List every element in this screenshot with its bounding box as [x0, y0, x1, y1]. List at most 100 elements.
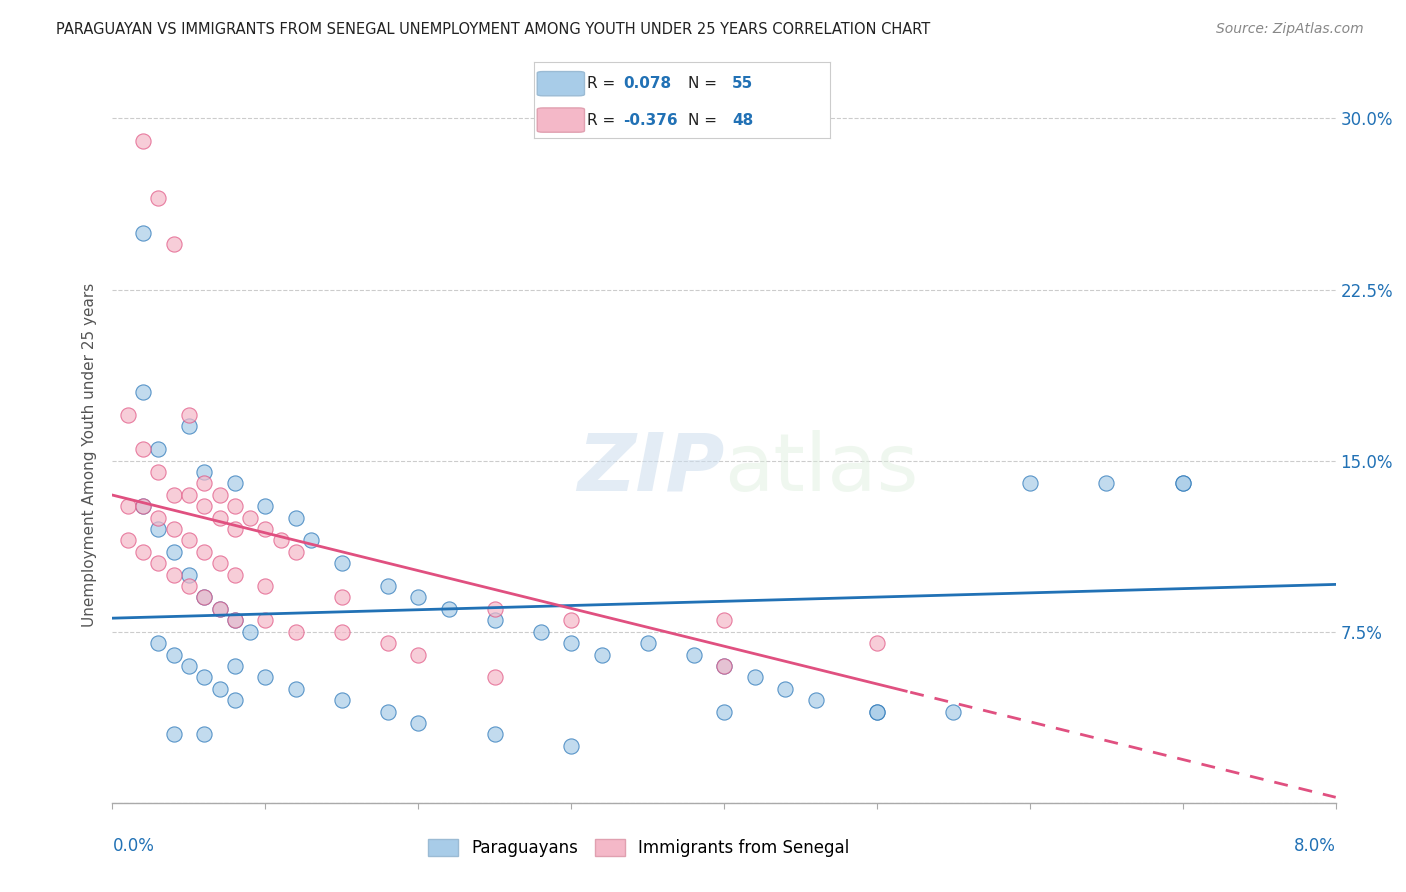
Point: [484, 727, 506, 741]
Point: [804, 693, 827, 707]
Text: Source: ZipAtlas.com: Source: ZipAtlas.com: [1216, 22, 1364, 37]
Point: [132, 226, 155, 240]
Point: [713, 613, 735, 627]
Text: -0.376: -0.376: [623, 112, 678, 128]
Point: [560, 739, 582, 753]
Point: [377, 579, 399, 593]
Point: [484, 670, 506, 684]
Point: [484, 613, 506, 627]
Point: [408, 715, 430, 730]
Text: PARAGUAYAN VS IMMIGRANTS FROM SENEGAL UNEMPLOYMENT AMONG YOUTH UNDER 25 YEARS CO: PARAGUAYAN VS IMMIGRANTS FROM SENEGAL UN…: [56, 22, 931, 37]
Point: [132, 500, 155, 514]
Point: [408, 591, 430, 605]
Point: [224, 613, 246, 627]
Point: [148, 636, 170, 650]
Point: [284, 510, 308, 524]
Point: [117, 533, 139, 548]
Point: [163, 236, 186, 251]
Text: R =: R =: [588, 112, 620, 128]
Point: [1095, 476, 1118, 491]
Point: [193, 727, 215, 741]
FancyBboxPatch shape: [537, 108, 585, 132]
Text: 0.0%: 0.0%: [112, 837, 155, 855]
Point: [193, 670, 215, 684]
Point: [239, 624, 262, 639]
Point: [148, 510, 170, 524]
Point: [330, 591, 353, 605]
Point: [866, 636, 889, 650]
Point: [224, 567, 246, 582]
Point: [284, 545, 308, 559]
Point: [193, 545, 215, 559]
Point: [163, 545, 186, 559]
Point: [377, 705, 399, 719]
Point: [1171, 476, 1194, 491]
Point: [177, 659, 200, 673]
Point: [224, 613, 246, 627]
Point: [254, 670, 277, 684]
Point: [117, 408, 139, 422]
Point: [299, 533, 322, 548]
Text: N =: N =: [688, 76, 721, 91]
Point: [330, 556, 353, 570]
Point: [132, 134, 155, 148]
Point: [224, 522, 246, 536]
Point: [270, 533, 292, 548]
Point: [1018, 476, 1040, 491]
Point: [224, 659, 246, 673]
Legend: Paraguayans, Immigrants from Senegal: Paraguayans, Immigrants from Senegal: [420, 832, 856, 864]
Point: [330, 693, 353, 707]
Point: [284, 624, 308, 639]
Text: 0.078: 0.078: [623, 76, 671, 91]
Point: [177, 419, 200, 434]
Text: 55: 55: [733, 76, 754, 91]
Point: [224, 500, 246, 514]
Point: [177, 579, 200, 593]
Point: [132, 385, 155, 400]
Point: [330, 624, 353, 639]
Point: [208, 488, 231, 502]
Point: [163, 727, 186, 741]
Point: [408, 648, 430, 662]
Point: [254, 500, 277, 514]
Point: [713, 659, 735, 673]
Text: ZIP: ZIP: [576, 430, 724, 508]
FancyBboxPatch shape: [537, 71, 585, 95]
Point: [239, 510, 262, 524]
Point: [193, 591, 215, 605]
Point: [284, 681, 308, 696]
Point: [208, 510, 231, 524]
Point: [773, 681, 796, 696]
Point: [193, 500, 215, 514]
Point: [866, 705, 889, 719]
Point: [560, 613, 582, 627]
Point: [148, 465, 170, 479]
Text: 48: 48: [733, 112, 754, 128]
Point: [713, 659, 735, 673]
Point: [560, 636, 582, 650]
Point: [163, 488, 186, 502]
Point: [177, 408, 200, 422]
Point: [637, 636, 659, 650]
Point: [208, 602, 231, 616]
Point: [224, 476, 246, 491]
Point: [148, 191, 170, 205]
Point: [208, 681, 231, 696]
Point: [193, 465, 215, 479]
Point: [177, 567, 200, 582]
Point: [208, 556, 231, 570]
Point: [163, 522, 186, 536]
Point: [377, 636, 399, 650]
Point: [163, 567, 186, 582]
Point: [942, 705, 965, 719]
Point: [193, 591, 215, 605]
Point: [148, 522, 170, 536]
Point: [484, 602, 506, 616]
Point: [591, 648, 613, 662]
Point: [254, 579, 277, 593]
Text: atlas: atlas: [724, 430, 918, 508]
Point: [177, 488, 200, 502]
Point: [117, 500, 139, 514]
Point: [744, 670, 766, 684]
Point: [132, 442, 155, 457]
